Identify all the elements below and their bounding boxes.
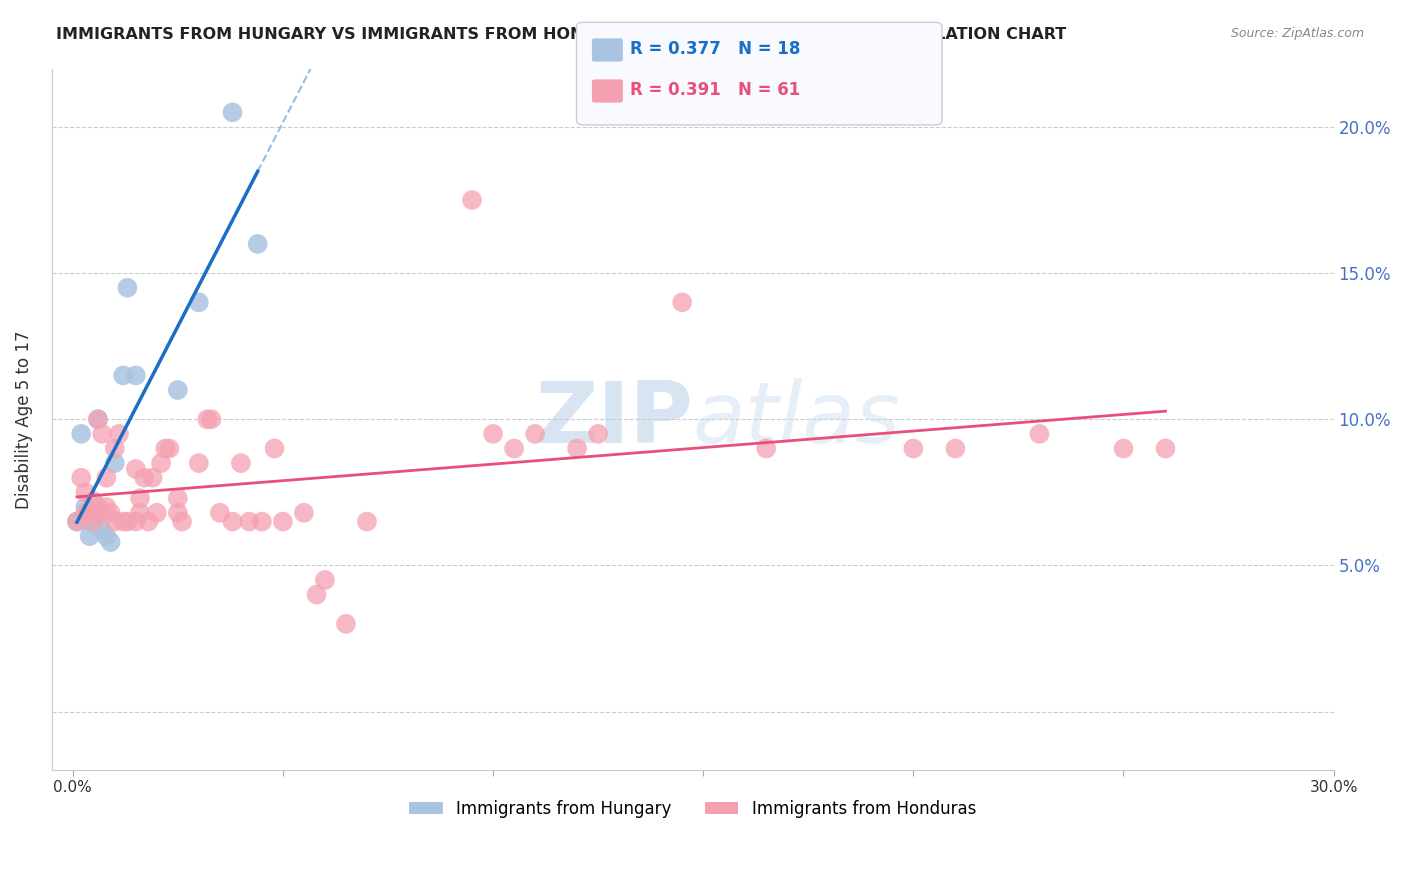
- Point: [87, 412, 110, 426]
- Point: [187, 456, 209, 470]
- Point: [125, 462, 148, 476]
- Point: [586, 426, 609, 441]
- Point: [91, 506, 114, 520]
- Point: [166, 506, 188, 520]
- Point: [250, 515, 273, 529]
- Point: [271, 515, 294, 529]
- Point: [314, 573, 336, 587]
- Point: [70, 426, 93, 441]
- Point: [104, 456, 127, 470]
- Text: ZIP: ZIP: [534, 377, 693, 461]
- Point: [83, 494, 105, 508]
- Point: [79, 529, 101, 543]
- Legend: Immigrants from Hungary, Immigrants from Honduras: Immigrants from Hungary, Immigrants from…: [404, 794, 983, 825]
- Point: [200, 412, 222, 426]
- Text: Source: ZipAtlas.com: Source: ZipAtlas.com: [1230, 27, 1364, 40]
- Point: [166, 491, 188, 505]
- Point: [943, 442, 966, 456]
- Point: [195, 412, 218, 426]
- Point: [129, 491, 152, 505]
- Point: [125, 368, 148, 383]
- Point: [159, 442, 181, 456]
- Point: [83, 515, 105, 529]
- Point: [96, 471, 118, 485]
- Point: [565, 442, 588, 456]
- Point: [112, 515, 135, 529]
- Point: [229, 456, 252, 470]
- Point: [96, 529, 118, 543]
- Point: [96, 500, 118, 514]
- Point: [482, 426, 505, 441]
- Point: [263, 442, 285, 456]
- Point: [108, 426, 131, 441]
- Point: [903, 442, 925, 456]
- Text: IMMIGRANTS FROM HUNGARY VS IMMIGRANTS FROM HONDURAS DISABILITY AGE 5 TO 17 CORRE: IMMIGRANTS FROM HUNGARY VS IMMIGRANTS FR…: [56, 27, 1067, 42]
- Point: [503, 442, 526, 456]
- Point: [70, 471, 93, 485]
- Point: [75, 506, 97, 520]
- Text: R = 0.377   N = 18: R = 0.377 N = 18: [630, 40, 800, 58]
- Text: R = 0.391   N = 61: R = 0.391 N = 61: [630, 81, 800, 99]
- Point: [129, 506, 152, 520]
- Point: [75, 500, 97, 514]
- Point: [1154, 442, 1177, 456]
- Point: [221, 515, 243, 529]
- Point: [117, 515, 139, 529]
- Point: [117, 281, 139, 295]
- Point: [87, 500, 110, 514]
- Point: [104, 442, 127, 456]
- Point: [66, 515, 89, 529]
- Point: [356, 515, 378, 529]
- Point: [100, 535, 122, 549]
- Point: [79, 515, 101, 529]
- Point: [187, 295, 209, 310]
- Point: [150, 456, 173, 470]
- Point: [79, 506, 101, 520]
- Point: [170, 515, 193, 529]
- Point: [75, 485, 97, 500]
- Point: [138, 515, 160, 529]
- Point: [66, 515, 89, 529]
- Point: [155, 442, 177, 456]
- Point: [221, 105, 243, 120]
- Point: [246, 236, 269, 251]
- Point: [125, 515, 148, 529]
- Point: [461, 193, 484, 207]
- Point: [100, 506, 122, 520]
- Point: [1028, 426, 1050, 441]
- Point: [671, 295, 693, 310]
- Point: [1112, 442, 1135, 456]
- Point: [524, 426, 547, 441]
- Point: [292, 506, 315, 520]
- Point: [755, 442, 778, 456]
- Point: [83, 515, 105, 529]
- Y-axis label: Disability Age 5 to 17: Disability Age 5 to 17: [15, 330, 32, 508]
- Point: [305, 588, 328, 602]
- Point: [91, 524, 114, 538]
- Point: [112, 368, 135, 383]
- Point: [335, 616, 357, 631]
- Point: [208, 506, 231, 520]
- Point: [146, 506, 169, 520]
- Point: [238, 515, 260, 529]
- Point: [142, 471, 165, 485]
- Point: [91, 426, 114, 441]
- Point: [87, 412, 110, 426]
- Point: [104, 515, 127, 529]
- Text: atlas: atlas: [693, 377, 901, 461]
- Point: [166, 383, 188, 397]
- Point: [134, 471, 156, 485]
